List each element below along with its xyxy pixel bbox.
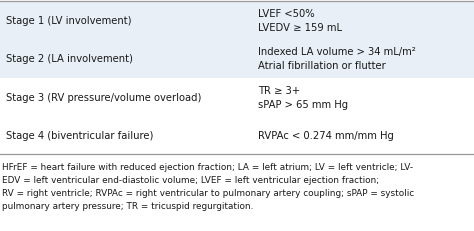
Bar bbox=[0, 116, 474, 154]
Text: LVEF <50%: LVEF <50% bbox=[258, 9, 315, 19]
Text: pulmonary artery pressure; TR = tricuspid regurgitation.: pulmonary artery pressure; TR = tricuspi… bbox=[2, 201, 254, 210]
Text: sPAP > 65 mm Hg: sPAP > 65 mm Hg bbox=[258, 99, 348, 109]
Text: RV = right ventricle; RVPAc = right ventricular to pulmonary artery coupling; sP: RV = right ventricle; RVPAc = right vent… bbox=[2, 188, 414, 197]
Bar bbox=[0, 40, 474, 78]
Text: HFrEF = heart failure with reduced ejection fraction; LA = left atrium; LV = lef: HFrEF = heart failure with reduced eject… bbox=[2, 162, 413, 171]
Text: EDV = left ventricular end-diastolic volume; LVEF = left ventricular ejection fr: EDV = left ventricular end-diastolic vol… bbox=[2, 175, 380, 184]
Text: Indexed LA volume > 34 mL/m²: Indexed LA volume > 34 mL/m² bbox=[258, 47, 416, 57]
Bar bbox=[0, 2, 474, 40]
Text: Atrial fibrillation or flutter: Atrial fibrillation or flutter bbox=[258, 61, 386, 71]
Text: TR ≥ 3+: TR ≥ 3+ bbox=[258, 85, 301, 95]
Text: RVPAc < 0.274 mm/mm Hg: RVPAc < 0.274 mm/mm Hg bbox=[258, 130, 394, 140]
Text: Stage 4 (biventricular failure): Stage 4 (biventricular failure) bbox=[6, 130, 153, 140]
Text: Stage 3 (RV pressure/volume overload): Stage 3 (RV pressure/volume overload) bbox=[6, 92, 201, 102]
Text: Stage 1 (LV involvement): Stage 1 (LV involvement) bbox=[6, 16, 131, 26]
Text: Stage 2 (LA involvement): Stage 2 (LA involvement) bbox=[6, 54, 133, 64]
Bar bbox=[0, 78, 474, 116]
Text: LVEDV ≥ 159 mL: LVEDV ≥ 159 mL bbox=[258, 23, 342, 33]
